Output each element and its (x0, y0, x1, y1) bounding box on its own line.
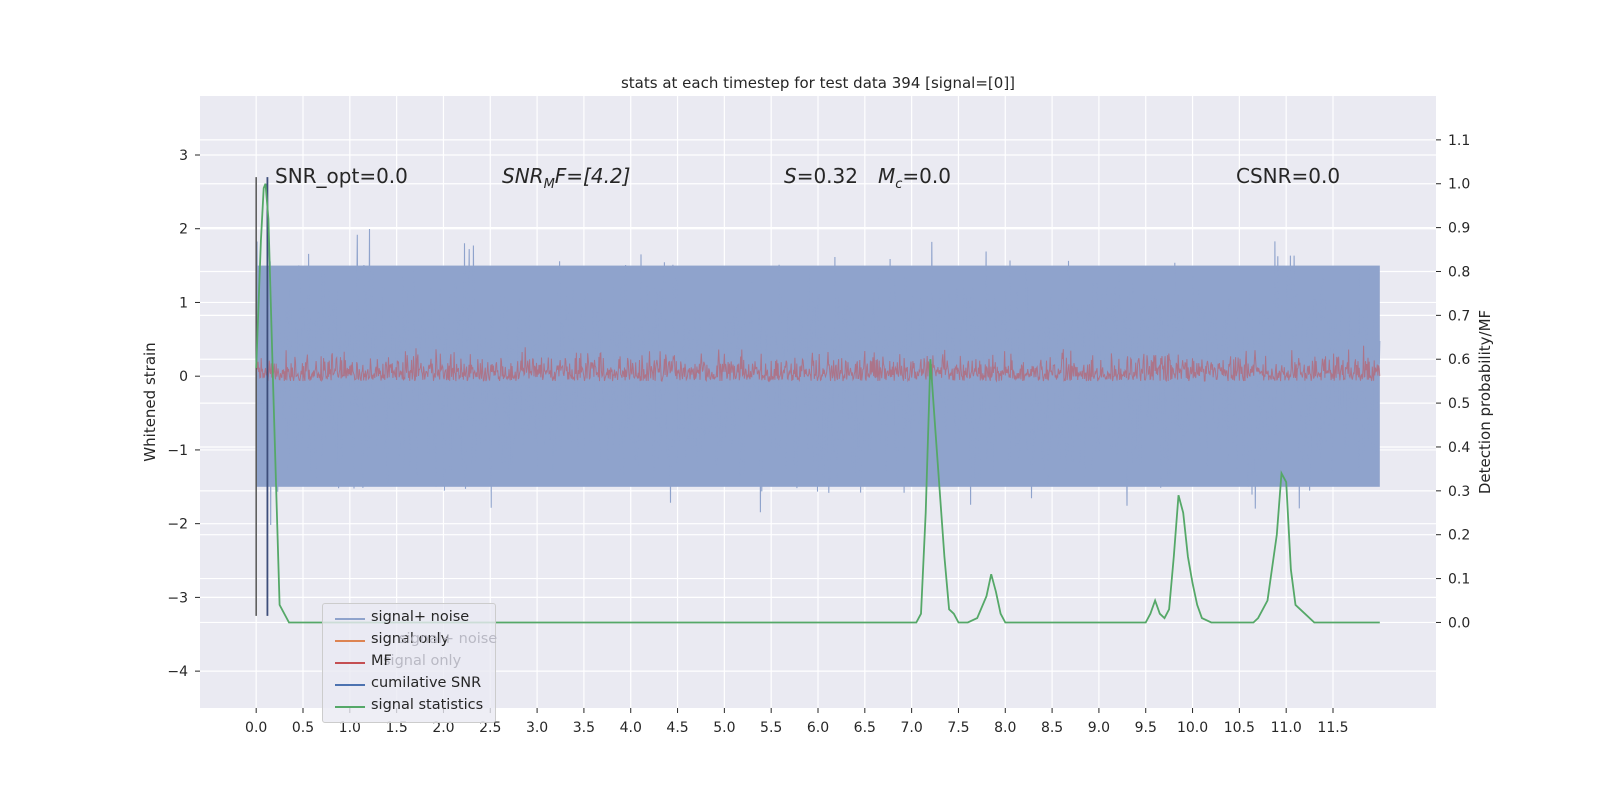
legend-swatch-mf (335, 662, 365, 664)
signal-noise-line (255, 228, 1381, 526)
x-tick-label: 8.0 (994, 720, 1016, 736)
x-tick-label: 3.5 (573, 720, 595, 736)
legend-label-signal-only: signal only (371, 631, 450, 647)
x-tick-label: 4.0 (620, 720, 642, 736)
chart-title: stats at each timestep for test data 394… (621, 74, 1015, 92)
x-tick-label: 5.0 (713, 720, 735, 736)
x-tick-label: 2.5 (479, 720, 501, 736)
x-tick-label: 7.5 (947, 720, 969, 736)
x-tick-label: 6.5 (854, 720, 876, 736)
y-left-axis-label: Whitened strain (141, 342, 159, 461)
x-tick-label: 0.0 (245, 720, 267, 736)
cumulative-snr-series (255, 177, 269, 616)
signal-statistics-line (255, 183, 1380, 624)
y-right-tick-label: 0.4 (1448, 440, 1470, 456)
signal-statistics-series (255, 183, 1380, 624)
legend-item-mf: signal only MF (323, 652, 495, 674)
x-tick-label: 1.0 (339, 720, 361, 736)
legend-ghost-signal-only: signal only (383, 653, 462, 669)
y-left-tick-labels: 3 2 1 0 −1 −2 −3 −4 (167, 148, 200, 680)
mf-series (255, 345, 1381, 383)
legend-item-signal-statistics: signal statistics (323, 696, 495, 718)
annotation-s: S=0.32 (784, 164, 858, 188)
y-right-tick-labels: 1.1 1.0 0.9 0.8 0.7 0.6 0.5 0.4 0.3 0.2 0.1 0.0 (1436, 133, 1470, 631)
x-tick-label: 9.5 (1135, 720, 1157, 736)
x-tick-label: 3.0 (526, 720, 548, 736)
legend-label-signal-statistics: signal statistics (371, 697, 484, 713)
x-tick-label: 10.5 (1224, 720, 1255, 736)
mf-line (255, 345, 1381, 383)
y-left-tick-label: 1 (179, 295, 188, 311)
legend-swatch-signal-statistics (335, 706, 365, 708)
legend-ghost-signal-noise: signal+ noise (399, 631, 498, 647)
y-left-tick-label: −1 (167, 443, 188, 459)
y-right-tick-label: 1.0 (1448, 177, 1470, 193)
x-tick-label: 1.5 (386, 720, 408, 736)
annotation-snr-mf: SNRMF=[4.2] (502, 164, 630, 192)
legend-swatch-signal-only (335, 640, 365, 642)
y-right-tick-label: 0.7 (1448, 308, 1470, 324)
y-left-tick-label: 3 (179, 148, 188, 164)
legend-item-signal-noise: signal+ noise (323, 608, 495, 630)
y-right-tick-label: 0.3 (1448, 484, 1470, 500)
x-tick-label: 5.5 (760, 720, 782, 736)
y-right-axis-label: Detection probability/MF (1476, 310, 1494, 494)
annotation-mc: Mc=0.0 (878, 164, 951, 192)
y-right-tick-label: 0.9 (1448, 221, 1470, 237)
y-left-tick-label: 2 (179, 222, 188, 238)
y-right-tick-label: 0.1 (1448, 572, 1470, 588)
x-tick-label: 7.0 (901, 720, 923, 736)
x-tick-label: 11.0 (1271, 720, 1302, 736)
x-tick-label: 4.5 (666, 720, 688, 736)
legend-item-cumulative-snr: cumilative SNR (323, 674, 495, 696)
annotation-snr-opt: SNR_opt=0.0 (275, 164, 408, 188)
y-right-tick-label: 0.8 (1448, 264, 1470, 280)
legend: signal+ noise signal only signal+ noise … (322, 603, 498, 723)
x-tick-label: 11.5 (1317, 720, 1348, 736)
annotation-csnr: CSNR=0.0 (1236, 164, 1340, 188)
legend-swatch-cumulative-snr (335, 684, 365, 686)
legend-label-mf: MF (371, 653, 392, 669)
legend-swatch-signal-noise (335, 618, 365, 620)
x-tick-label: 0.5 (292, 720, 314, 736)
x-tick-labels: 0.0 0.5 1.0 1.5 2.0 2.5 3.0 3.5 4.0 4.5 5.0 5.5 6.0 6… (245, 708, 1349, 736)
x-tick-label: 10.0 (1177, 720, 1208, 736)
y-right-tick-label: 0.2 (1448, 528, 1470, 544)
x-tick-label: 9.0 (1088, 720, 1110, 736)
y-right-tick-label: 0.5 (1448, 396, 1470, 412)
x-tick-label: 2.0 (432, 720, 454, 736)
y-left-tick-label: −3 (167, 590, 188, 606)
y-right-tick-label: 0.0 (1448, 615, 1470, 631)
y-right-tick-label: 1.1 (1448, 133, 1470, 149)
legend-label-signal-noise: signal+ noise (371, 609, 470, 625)
y-left-tick-label: −2 (167, 517, 188, 533)
y-left-tick-label: 0 (179, 369, 188, 385)
y-left-tick-label: −4 (167, 664, 188, 680)
x-tick-label: 6.0 (807, 720, 829, 736)
legend-label-cumulative-snr: cumilative SNR (371, 675, 482, 691)
y-right-tick-label: 0.6 (1448, 352, 1470, 368)
x-tick-label: 8.5 (1041, 720, 1063, 736)
legend-item-signal-only: signal only signal+ noise (323, 630, 498, 652)
